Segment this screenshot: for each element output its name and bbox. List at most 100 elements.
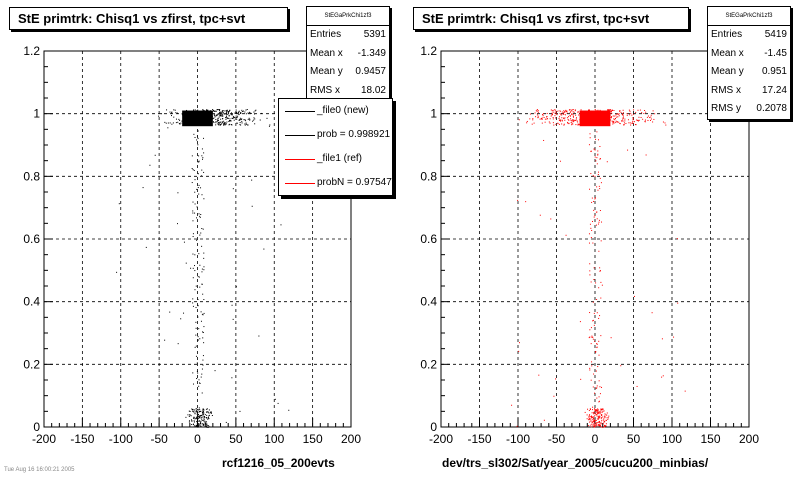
data-point: [589, 408, 591, 410]
data-point: [230, 114, 232, 116]
data-point: [603, 410, 605, 412]
data-point: [597, 154, 599, 156]
data-point: [650, 116, 652, 118]
data-point: [577, 110, 579, 112]
data-point: [569, 111, 571, 113]
data-point: [596, 413, 598, 415]
data-point: [577, 121, 579, 123]
data-point: [194, 409, 196, 411]
data-point: [240, 118, 242, 120]
x-tick-label: 0: [592, 432, 599, 446]
data-point: [619, 110, 621, 112]
data-point: [561, 117, 563, 119]
data-point: [201, 155, 203, 157]
data-point: [593, 200, 595, 202]
data-point: [592, 301, 594, 303]
stats-rmsx-row: RMS x 17.24: [708, 82, 790, 101]
data-point: [549, 122, 551, 124]
data-point: [537, 115, 539, 117]
data-point: [171, 112, 173, 114]
data-point: [594, 426, 596, 428]
data-point: [599, 269, 601, 271]
data-point: [563, 123, 565, 125]
data-point: [604, 425, 606, 427]
data-point: [556, 114, 558, 116]
data-point: [238, 119, 240, 121]
data-point: [224, 110, 226, 112]
data-point: [598, 412, 600, 414]
data-point: [632, 117, 634, 119]
data-point: [615, 120, 617, 122]
data-point: [598, 400, 600, 402]
data-point: [245, 113, 247, 115]
data-point: [595, 414, 597, 416]
data-point: [565, 110, 567, 112]
data-point: [629, 110, 631, 112]
data-point: [255, 109, 257, 111]
data-point: [600, 418, 602, 420]
data-point: [610, 117, 612, 119]
data-point: [594, 424, 596, 426]
data-point: [629, 114, 631, 116]
data-point: [212, 109, 214, 111]
data-point: [201, 373, 203, 375]
data-point: [602, 423, 604, 425]
data-point: [558, 123, 560, 125]
data-point: [612, 115, 614, 117]
data-point: [197, 421, 199, 423]
data-point: [193, 169, 195, 171]
data-point: [600, 281, 602, 283]
data-point: [662, 121, 664, 123]
stats-meany-row: Mean y 0.951: [708, 63, 790, 82]
data-point: [196, 412, 198, 414]
data-point: [244, 111, 246, 113]
data-point: [202, 408, 204, 410]
data-point: [631, 122, 633, 124]
data-point: [201, 175, 203, 177]
data-point: [606, 412, 608, 414]
data-point: [169, 111, 171, 113]
data-point: [569, 114, 571, 116]
data-point: [591, 201, 593, 203]
data-point: [244, 124, 246, 126]
data-point: [604, 421, 606, 423]
data-point: [221, 110, 223, 112]
data-point: [598, 409, 600, 411]
data-point: [219, 111, 221, 113]
data-point: [630, 112, 632, 114]
data-point: [630, 124, 632, 126]
data-point: [202, 331, 204, 333]
data-point: [568, 116, 570, 118]
data-point: [599, 412, 601, 414]
data-point: [594, 215, 596, 217]
stats-name: StEGaPrkChi1zf3: [708, 7, 790, 26]
data-point: [199, 383, 201, 385]
data-point: [597, 189, 599, 191]
data-point: [571, 120, 573, 122]
data-point: [219, 121, 221, 123]
data-point: [193, 416, 195, 418]
data-point: [181, 113, 183, 115]
data-point: [614, 119, 616, 121]
data-point: [605, 414, 607, 416]
data-point: [165, 122, 167, 124]
data-point: [188, 421, 190, 423]
data-point: [588, 337, 590, 339]
data-point: [564, 117, 566, 119]
data-point: [202, 412, 204, 414]
data-point: [561, 119, 563, 121]
data-point: [195, 355, 197, 357]
data-point: [196, 378, 198, 380]
data-point: [589, 419, 591, 421]
data-point: [280, 224, 282, 226]
data-point: [590, 416, 592, 418]
data-point: [603, 426, 605, 428]
data-point: [597, 411, 599, 413]
data-point: [224, 122, 226, 124]
data-point: [218, 114, 220, 116]
data-point: [245, 120, 247, 122]
data-point: [601, 386, 603, 388]
data-point: [192, 233, 194, 235]
data-point: [199, 234, 201, 236]
data-point: [192, 210, 194, 212]
